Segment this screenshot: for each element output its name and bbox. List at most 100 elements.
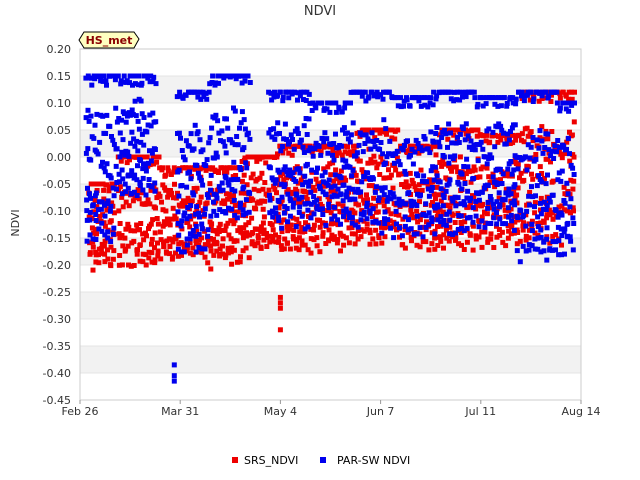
data-point [92,122,98,128]
data-point [225,196,231,202]
data-point [386,167,391,173]
data-point [102,202,107,208]
data-point [179,226,185,232]
data-point [501,95,507,101]
data-point [122,111,127,117]
data-point [434,93,440,99]
data-point [424,179,430,185]
data-point [390,153,396,158]
data-point [359,208,365,214]
data-point [459,186,465,192]
data-point [343,177,349,183]
data-point [408,234,414,240]
data-point [94,111,100,117]
data-point [461,213,467,219]
data-point [338,209,344,215]
data-point [432,246,438,252]
data-point [343,158,349,164]
data-point [417,225,423,231]
legend-swatch-par-sw [320,457,326,463]
data-point [241,117,247,123]
data-point [514,248,520,254]
data-point [228,249,234,255]
data-point [123,199,129,205]
data-point [268,90,274,96]
data-point [508,231,514,237]
data-point [288,222,294,228]
data-point [146,177,152,182]
data-point [508,159,514,164]
data-point [119,194,125,200]
data-point [441,218,447,223]
data-point [221,165,227,171]
data-point [504,101,510,106]
data-point [325,100,331,106]
data-point [325,150,331,156]
data-point [328,188,334,194]
data-point [566,108,572,114]
data-point [479,244,485,250]
data-point [426,210,432,216]
data-point [134,222,140,228]
data-point [126,262,131,268]
data-point [544,212,550,218]
data-point [170,239,176,245]
data-point [441,195,447,200]
data-point [446,209,452,215]
data-point [93,190,99,196]
data-point [326,205,332,211]
data-point [568,210,573,216]
data-point [420,224,426,230]
data-point [465,164,471,170]
data-point [120,243,126,249]
data-point [506,228,512,234]
data-point [270,209,276,215]
data-point [450,212,456,218]
data-point [223,210,229,216]
data-point [372,159,378,165]
data-point [107,184,112,190]
data-point [183,138,189,144]
data-point [512,122,518,128]
data-point [302,226,308,232]
data-point [514,192,520,198]
data-point [500,221,506,227]
data-point [94,231,99,237]
data-point [568,162,574,168]
data-point [311,211,317,217]
data-point [466,144,472,150]
data-point [242,78,248,84]
data-point [546,93,552,99]
data-point [233,173,239,178]
data-point [479,218,485,224]
data-point [224,116,229,122]
data-point [495,103,501,109]
data-point [294,238,299,244]
data-point [376,220,382,226]
data-point [385,207,391,213]
data-point [278,243,284,249]
data-point [538,195,544,201]
data-point [254,158,260,164]
data-point [434,213,440,219]
data-point [272,89,277,95]
data-point [511,214,517,220]
data-point [163,187,169,193]
y-tick-label: -0.45 [43,394,71,407]
data-point [391,160,397,166]
data-point [341,213,346,219]
data-point [565,135,571,141]
data-point [332,172,338,178]
data-point [431,177,437,183]
data-point [559,168,565,174]
data-point [364,192,369,198]
data-point [88,157,94,163]
legend[interactable]: SRS_NDVI PAR-SW NDVI [232,454,410,467]
data-point [515,215,521,220]
data-point [235,209,241,215]
data-point [359,132,365,138]
data-point [211,155,217,161]
data-point [217,246,223,252]
data-point [298,137,304,143]
data-point [271,126,277,132]
